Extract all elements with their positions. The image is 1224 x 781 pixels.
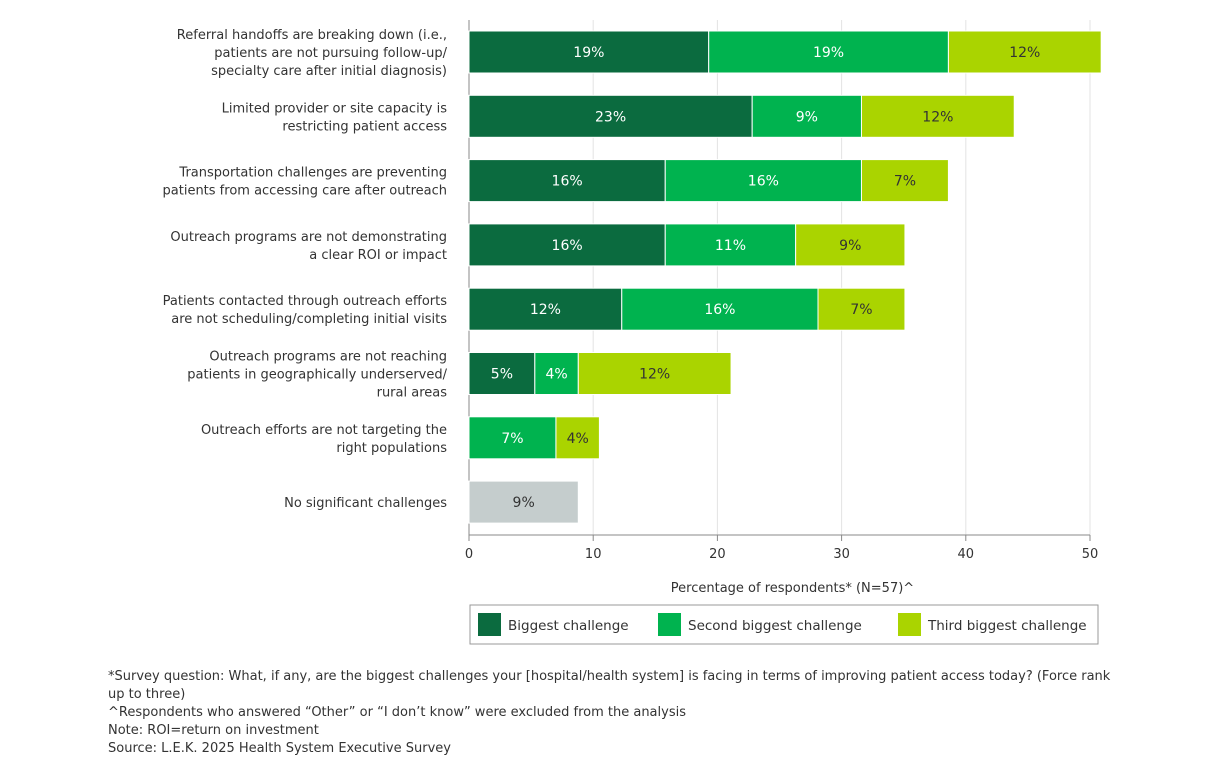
bar-segment — [555, 416, 600, 460]
category-label: patients in geographically underserved/ — [187, 368, 447, 383]
category-label: restricting patient access — [282, 119, 447, 134]
data-label: 7% — [850, 302, 872, 318]
bar-segment — [817, 287, 906, 331]
x-tick-label: 0 — [465, 547, 473, 562]
category-label: a clear ROI or impact — [309, 248, 447, 263]
data-label: 12% — [922, 109, 953, 125]
legend-label: Biggest challenge — [508, 618, 629, 634]
data-label: 11% — [715, 238, 746, 254]
bar-segment — [468, 416, 557, 460]
bar-segment — [708, 30, 949, 74]
bar-segment — [751, 94, 862, 138]
x-axis-label: Percentage of respondents* (N=57)^ — [671, 581, 914, 596]
category-label: patients are not pursuing follow-up/ — [214, 46, 447, 61]
category-label: Transportation challenges are preventing — [178, 166, 447, 181]
footnotes: *Survey question: What, if any, are the … — [108, 668, 1118, 758]
data-label: 16% — [552, 174, 583, 190]
data-label: 7% — [894, 174, 916, 190]
data-label: 16% — [748, 174, 779, 190]
legend-label: Second biggest challenge — [688, 618, 862, 634]
bar-segment — [664, 223, 797, 267]
x-tick-label: 20 — [709, 547, 726, 562]
bar-segment — [468, 159, 666, 203]
bar-segment — [947, 30, 1102, 74]
data-label: 19% — [573, 45, 604, 61]
footnote-source: Source: L.E.K. 2025 Health System Execut… — [108, 741, 451, 756]
footnote-note: Note: ROI=return on investment — [108, 723, 319, 738]
category-label: Referral handoffs are breaking down (i.e… — [177, 28, 447, 43]
category-label: Limited provider or site capacity is — [222, 101, 448, 116]
category-label: Outreach programs are not reaching — [209, 350, 447, 365]
data-label: 12% — [639, 367, 670, 383]
x-tick-label: 50 — [1082, 547, 1099, 562]
bar-segment — [860, 159, 949, 203]
bar-segment — [795, 223, 906, 267]
x-tick-label: 10 — [585, 547, 602, 562]
x-tick-label: 40 — [958, 547, 975, 562]
bar-segment — [621, 287, 819, 331]
data-label: 9% — [839, 238, 861, 254]
bar-segment — [577, 352, 732, 395]
data-label: 23% — [595, 109, 626, 125]
stacked-bar-chart: 0 10 20 30 40 50 Percentage of respondents* (N… — [163, 20, 1102, 645]
data-label: 12% — [1009, 45, 1040, 61]
legend-swatch — [898, 613, 921, 636]
legend-swatch — [658, 613, 681, 636]
legend-label: Third biggest challenge — [927, 618, 1087, 634]
category-label: No significant challenges — [284, 496, 447, 511]
category-label: right populations — [336, 441, 447, 456]
data-label: 16% — [552, 238, 583, 254]
category-label: Patients contacted through outreach effo… — [163, 294, 448, 309]
data-label: 5% — [491, 367, 513, 383]
legend-box — [469, 604, 1099, 645]
category-label: rural areas — [377, 386, 448, 401]
footnote-exclusions: ^Respondents who answered “Other” or “I … — [108, 705, 686, 720]
bar-segment — [468, 223, 666, 267]
data-label: 12% — [530, 302, 561, 318]
legend-swatch — [478, 613, 501, 636]
bar-segment — [468, 287, 623, 331]
bar-segment — [468, 30, 710, 74]
category-label: are not scheduling/completing initial vi… — [171, 312, 447, 327]
bar-segment — [860, 94, 1015, 138]
data-label: 4% — [567, 431, 589, 447]
category-label: specialty care after initial diagnosis) — [211, 64, 447, 79]
category-label: patients from accessing care after outre… — [163, 184, 447, 199]
category-label: Outreach programs are not demonstrating — [170, 230, 447, 245]
data-label: 19% — [813, 45, 844, 61]
bar-segment — [468, 352, 536, 395]
data-label: 9% — [796, 109, 818, 125]
data-label: 4% — [545, 367, 567, 383]
data-label: 16% — [704, 302, 735, 318]
bar-segment — [534, 352, 579, 395]
x-tick-label: 30 — [833, 547, 850, 562]
data-label: 9% — [513, 495, 535, 511]
category-label: Outreach efforts are not targeting the — [201, 423, 447, 438]
footnote-survey-question: *Survey question: What, if any, are the … — [108, 669, 1111, 702]
data-label: 7% — [501, 431, 523, 447]
bar-segment — [468, 480, 579, 524]
bar-segment — [468, 94, 753, 138]
